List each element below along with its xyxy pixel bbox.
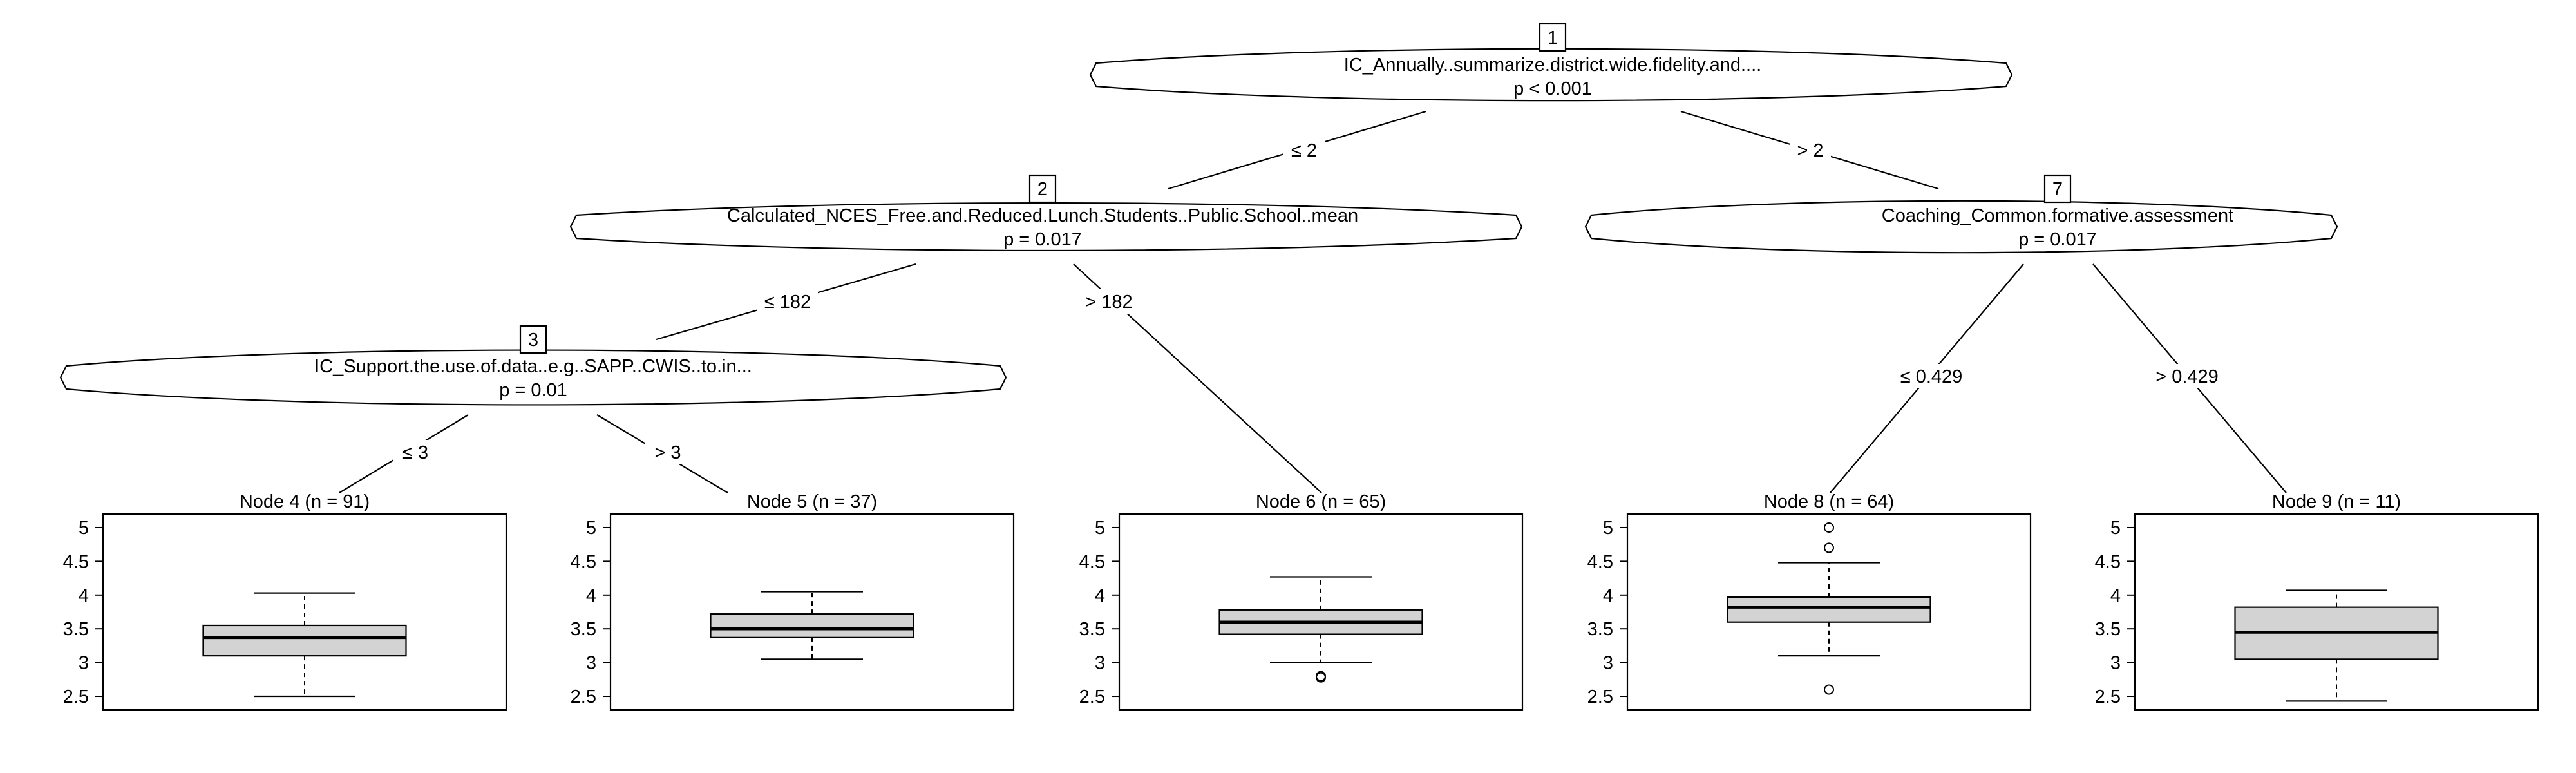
inner-node-7: 7 Coaching_Common.formative.assessment p… [1584,174,2338,254]
y-tick-label: 3.5 [571,619,596,640]
edge-label-3-5: > 3 [654,443,681,463]
iqr-box [202,624,407,657]
node-pvalue-7: p = 0.017 [2018,229,2097,250]
node-title-8: Node 8 (n = 64) [1764,491,1894,512]
tree-edges [339,110,2287,493]
outlier-point [1824,542,1834,553]
y-tick-label: 3 [1095,653,1105,674]
edge-label-1-7: > 2 [1797,140,1823,161]
iqr-box [710,613,914,638]
node-title-6: Node 6 (n = 65) [1256,491,1386,512]
y-tick-label: 5 [1603,518,1613,539]
node-pvalue-3: p = 0.01 [499,380,567,401]
y-tick-label: 5 [586,518,596,539]
edge-label-2-3: ≤ 182 [764,292,811,312]
node-pvalue-1: p < 0.001 [1513,79,1592,99]
node-id-2: 2 [1037,179,1048,200]
iqr-box [1727,596,1931,623]
inner-node-3: 3 IC_Support.the.use.of.data..e.g..SAPP.… [59,325,1007,406]
y-tick-label: 3.5 [1079,619,1105,640]
y-tick-label: 4 [1603,586,1613,606]
edge-label-7-8: ≤ 0.429 [1900,367,1963,387]
node-title-4: Node 4 (n = 91) [240,491,370,512]
y-tick-label: 2.5 [1587,687,1613,707]
y-tick-label: 4 [586,586,596,606]
node-variable-1: IC_Annually..summarize.district.wide.fid… [1344,55,1761,75]
terminal-node-5: Node 5 (n = 37) 2.5 3 3.5 4 4.5 5 [571,491,1015,711]
y-tick-label: 4 [79,586,89,606]
y-tick-label: 5 [79,518,89,539]
edge-label-1-2: ≤ 2 [1291,140,1317,161]
node-pvalue-2: p = 0.017 [1003,229,1082,250]
y-tick-label: 3.5 [1587,619,1613,640]
y-tick-label: 3 [2110,653,2121,674]
edge-label-3-4: ≤ 3 [402,443,428,463]
terminal-node-4: Node 4 (n = 91) 2.5 3 3.5 4 4.5 5 [63,491,507,711]
y-tick-label: 2.5 [2095,687,2121,707]
inner-node-2: 2 Calculated_NCES_Free.and.Reduced.Lunch… [569,174,1523,252]
edge-label-2-6: > 182 [1085,292,1132,312]
inner-node-1: 1 IC_Annually..summarize.district.wide.f… [1089,23,2013,102]
edge-labels: ≤ 2 > 2 ≤ 182 > 182 ≤ 3 > 3 ≤ 0.429 > 0.… [393,138,2231,464]
outlier-point [1824,522,1834,533]
y-tick-label: 4.5 [2095,551,2121,572]
node-variable-7: Coaching_Common.formative.assessment [1882,205,2233,226]
y-tick-label: 2.5 [1079,687,1105,707]
node-variable-2: Calculated_NCES_Free.and.Reduced.Lunch.S… [727,205,1358,226]
outlier-point [1316,671,1326,682]
y-tick-label: 3 [586,653,596,674]
y-tick-label: 5 [2110,518,2121,539]
terminal-node-6: Node 6 (n = 65) 2.5 3 3.5 4 4.5 5 [1079,491,1524,711]
node-title-9: Node 9 (n = 11) [2272,491,2401,512]
y-tick-label: 2.5 [63,687,89,707]
y-tick-label: 4.5 [63,551,89,572]
terminal-node-8: Node 8 (n = 64) 2.5 3 3.5 4 4.5 5 [1587,491,2032,711]
node-title-5: Node 5 (n = 37) [747,491,877,512]
y-tick-label: 4.5 [1587,551,1613,572]
node-id-3: 3 [528,330,538,350]
y-tick-label: 3 [1603,653,1613,674]
y-tick-label: 2.5 [571,687,596,707]
y-tick-label: 4 [1095,586,1105,606]
node-variable-3: IC_Support.the.use.of.data..e.g..SAPP..C… [314,356,752,377]
y-tick-label: 3.5 [2095,619,2121,640]
node-id-1: 1 [1548,28,1558,48]
y-tick-label: 3.5 [63,619,89,640]
node-id-7: 7 [2052,179,2063,200]
y-tick-label: 5 [1095,518,1105,539]
edge-label-7-9: > 0.429 [2155,367,2219,387]
plot-frame-4 [102,513,507,711]
y-tick-label: 4.5 [1079,551,1105,572]
outlier-point [1824,684,1834,695]
y-tick-label: 3 [79,653,89,674]
y-tick-label: 4.5 [571,551,596,572]
terminal-node-9: Node 9 (n = 11) 2.5 3 3.5 4 4.5 5 [2095,491,2539,711]
y-tick-label: 4 [2110,586,2121,606]
